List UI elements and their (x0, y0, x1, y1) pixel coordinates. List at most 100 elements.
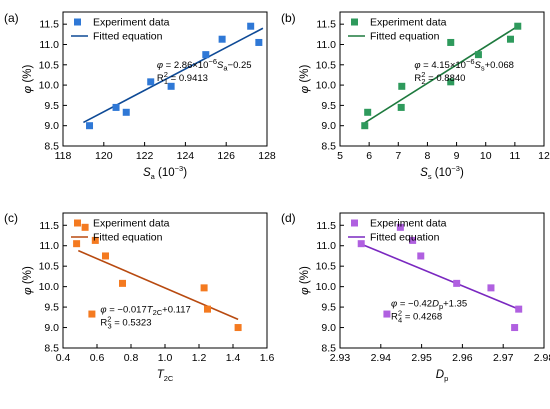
fitted-line (364, 25, 519, 124)
legend-label-line: Fitted equation (370, 232, 440, 244)
y-tick-label: 9.0 (44, 322, 59, 334)
y-tick-label: 9.0 (321, 322, 336, 334)
y-axis-label: φ (%) (299, 65, 311, 94)
data-point (447, 78, 455, 86)
data-point (514, 22, 522, 30)
y-tick-label: 10.0 (316, 80, 337, 92)
data-point (487, 284, 495, 292)
data-point (119, 279, 126, 287)
x-tick-label: 10 (480, 150, 492, 162)
y-tick-label: 9.5 (44, 100, 59, 112)
legend-label-line: Fitted equation (93, 31, 163, 43)
fit-equation: φ = −0.017T2C+0.117 (100, 304, 190, 317)
x-tick-label: 2.96 (452, 352, 473, 364)
data-point (357, 240, 365, 248)
data-point (122, 108, 130, 116)
r-squared: R2 3 = 0.5323 (100, 314, 151, 330)
r-squared: R2 1 = 0.9413 (157, 70, 208, 86)
data-point (167, 82, 175, 90)
y-tick-label: 11.5 (316, 19, 336, 31)
data-point (515, 305, 523, 313)
panel-a: (a) 118 120 122 124 126 128 8.5 9.0 9.5 10.0 10.5 11… (4, 11, 276, 181)
fitted-line (360, 243, 520, 310)
y-tick-label: 10.0 (39, 80, 60, 92)
panel-letter: (d) (281, 211, 296, 225)
y-tick-label: 10.5 (316, 59, 337, 71)
data-point (255, 38, 263, 46)
x-tick-label: 2.97 (493, 352, 514, 364)
legend-label-scatter: Experiment data (370, 17, 447, 29)
data-point (506, 35, 514, 43)
data-point (417, 252, 425, 260)
y-tick-label: 11.0 (316, 240, 336, 252)
x-tick-label: 12 (538, 150, 550, 162)
data-point (511, 324, 519, 332)
data-point (398, 82, 406, 90)
data-point (88, 310, 96, 318)
panel-letter: (c) (4, 211, 18, 225)
y-tick-label: 10.5 (39, 261, 60, 273)
y-tick-label: 8.5 (44, 343, 59, 355)
y-tick-label: 10.5 (316, 261, 337, 273)
y-tick-label: 9.5 (44, 302, 59, 314)
x-tick-label: 1.6 (260, 352, 275, 364)
y-tick-label: 11.5 (39, 220, 59, 232)
x-tick-label: 126 (217, 150, 235, 162)
x-tick-label: 0.8 (124, 352, 139, 364)
x-tick-label: 8 (425, 150, 431, 162)
x-tick-label: 124 (177, 150, 195, 162)
r-squared: R2 2 = 0.8840 (414, 70, 465, 86)
x-tick-label: 1.4 (226, 352, 241, 364)
y-tick-label: 9.5 (321, 302, 336, 314)
x-tick-label: 7 (395, 150, 401, 162)
y-tick-label: 8.5 (44, 141, 59, 153)
x-tick-label: 5 (337, 150, 343, 162)
data-point (102, 252, 109, 260)
y-tick-label: 10.5 (39, 59, 60, 71)
data-point (383, 310, 391, 318)
legend-label-scatter: Experiment data (370, 218, 447, 230)
x-axis-label: Sa (10−3) (143, 164, 187, 181)
x-tick-label: 1.2 (192, 352, 207, 364)
data-point (409, 236, 417, 244)
data-point (364, 108, 372, 116)
data-point (73, 240, 81, 248)
data-point (361, 122, 369, 130)
x-tick-label: 1.0 (158, 352, 173, 364)
data-point (86, 122, 94, 130)
y-tick-label: 11.0 (39, 240, 59, 252)
fit-equation: φ = 4.15×10−6Ss+0.068 (414, 57, 514, 73)
y-tick-label: 10.0 (39, 281, 60, 293)
data-point (397, 103, 405, 111)
panel-d: (d) 2.93 2.94 2.95 2.96 2.97 2.98 8.5 9.0 9.5 10.0… (281, 211, 550, 383)
legend-marker (74, 219, 81, 227)
x-axis-label: Ss (10−3) (420, 164, 464, 181)
panel-c: (c) 0.4 0.6 0.8 1.0 1.2 1.4 1.6 8.5 9.0 9.5 10.0 10.… (4, 211, 274, 383)
x-tick-label: 122 (136, 150, 154, 162)
y-tick-label: 11.5 (39, 19, 59, 31)
data-point (453, 279, 461, 287)
fit-equation: φ = 2.86×10−6Sa−0.25 (157, 57, 252, 73)
fitted-line (77, 249, 239, 321)
data-point (204, 305, 211, 313)
x-tick-label: 0.4 (56, 352, 71, 364)
x-tick-label: 2.93 (330, 352, 351, 364)
data-point (112, 103, 120, 111)
y-axis-label: φ (%) (299, 266, 311, 295)
x-axis-label: T2C (157, 369, 174, 383)
y-tick-label: 11.0 (316, 39, 336, 51)
legend-label-scatter: Experiment data (93, 17, 170, 29)
fit-equation: φ = −0.42Dp+1.35 (391, 298, 467, 311)
x-tick-label: 2.98 (534, 352, 550, 364)
x-tick-label: 11 (509, 150, 520, 162)
panel-letter: (b) (281, 11, 296, 25)
x-tick-label: 120 (95, 150, 113, 162)
y-tick-label: 9.0 (44, 120, 59, 132)
data-point (218, 35, 226, 43)
y-tick-label: 9.5 (321, 100, 336, 112)
legend-label-line: Fitted equation (93, 232, 163, 244)
legend-label-line: Fitted equation (370, 31, 440, 43)
x-tick-label: 118 (55, 150, 72, 162)
panel-b: (b) 5 6 7 8 9 10 11 12 8.5 9.0 9.5 10.0 10.5 11.0 11.5 S… (281, 11, 550, 181)
